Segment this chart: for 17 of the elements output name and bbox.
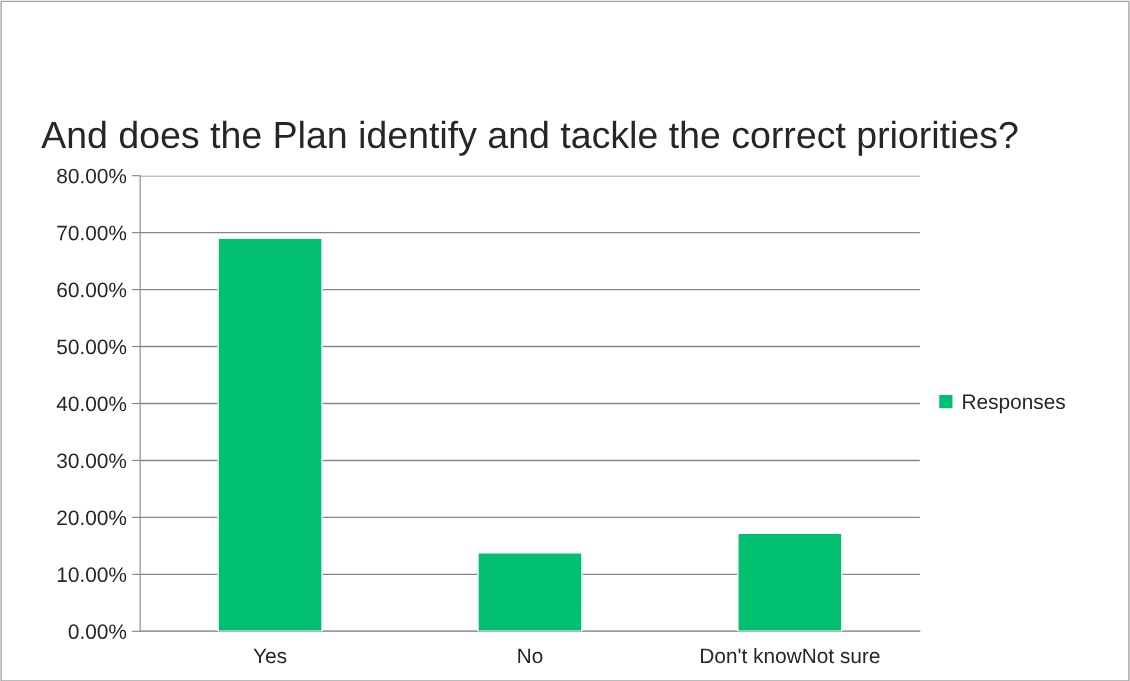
y-tick-label: 20.00%: [57, 510, 127, 526]
chart-title: And does the Plan identify and tackle the correct priorities?: [41, 120, 1018, 156]
x-tick-label: Yes: [253, 648, 287, 664]
bar: [477, 552, 583, 632]
y-tick-label: 60.00%: [57, 282, 127, 298]
x-tick-label: No: [518, 648, 543, 664]
y-tick-label: 40.00%: [56, 396, 127, 412]
x-tick-label: Don't knowNot sure: [701, 647, 880, 664]
y-tick-label: 50.00%: [57, 339, 127, 355]
bar: [217, 237, 323, 632]
y-tick-label: 10.00%: [57, 567, 127, 583]
bar: [737, 532, 843, 632]
y-tick-label: 70.00%: [57, 225, 127, 241]
y-tick-label: 30.00%: [57, 453, 127, 469]
y-tick-label: 80.00%: [57, 168, 127, 184]
legend-label: Responses: [963, 394, 1065, 414]
y-tick-label: 0.00%: [68, 624, 127, 640]
